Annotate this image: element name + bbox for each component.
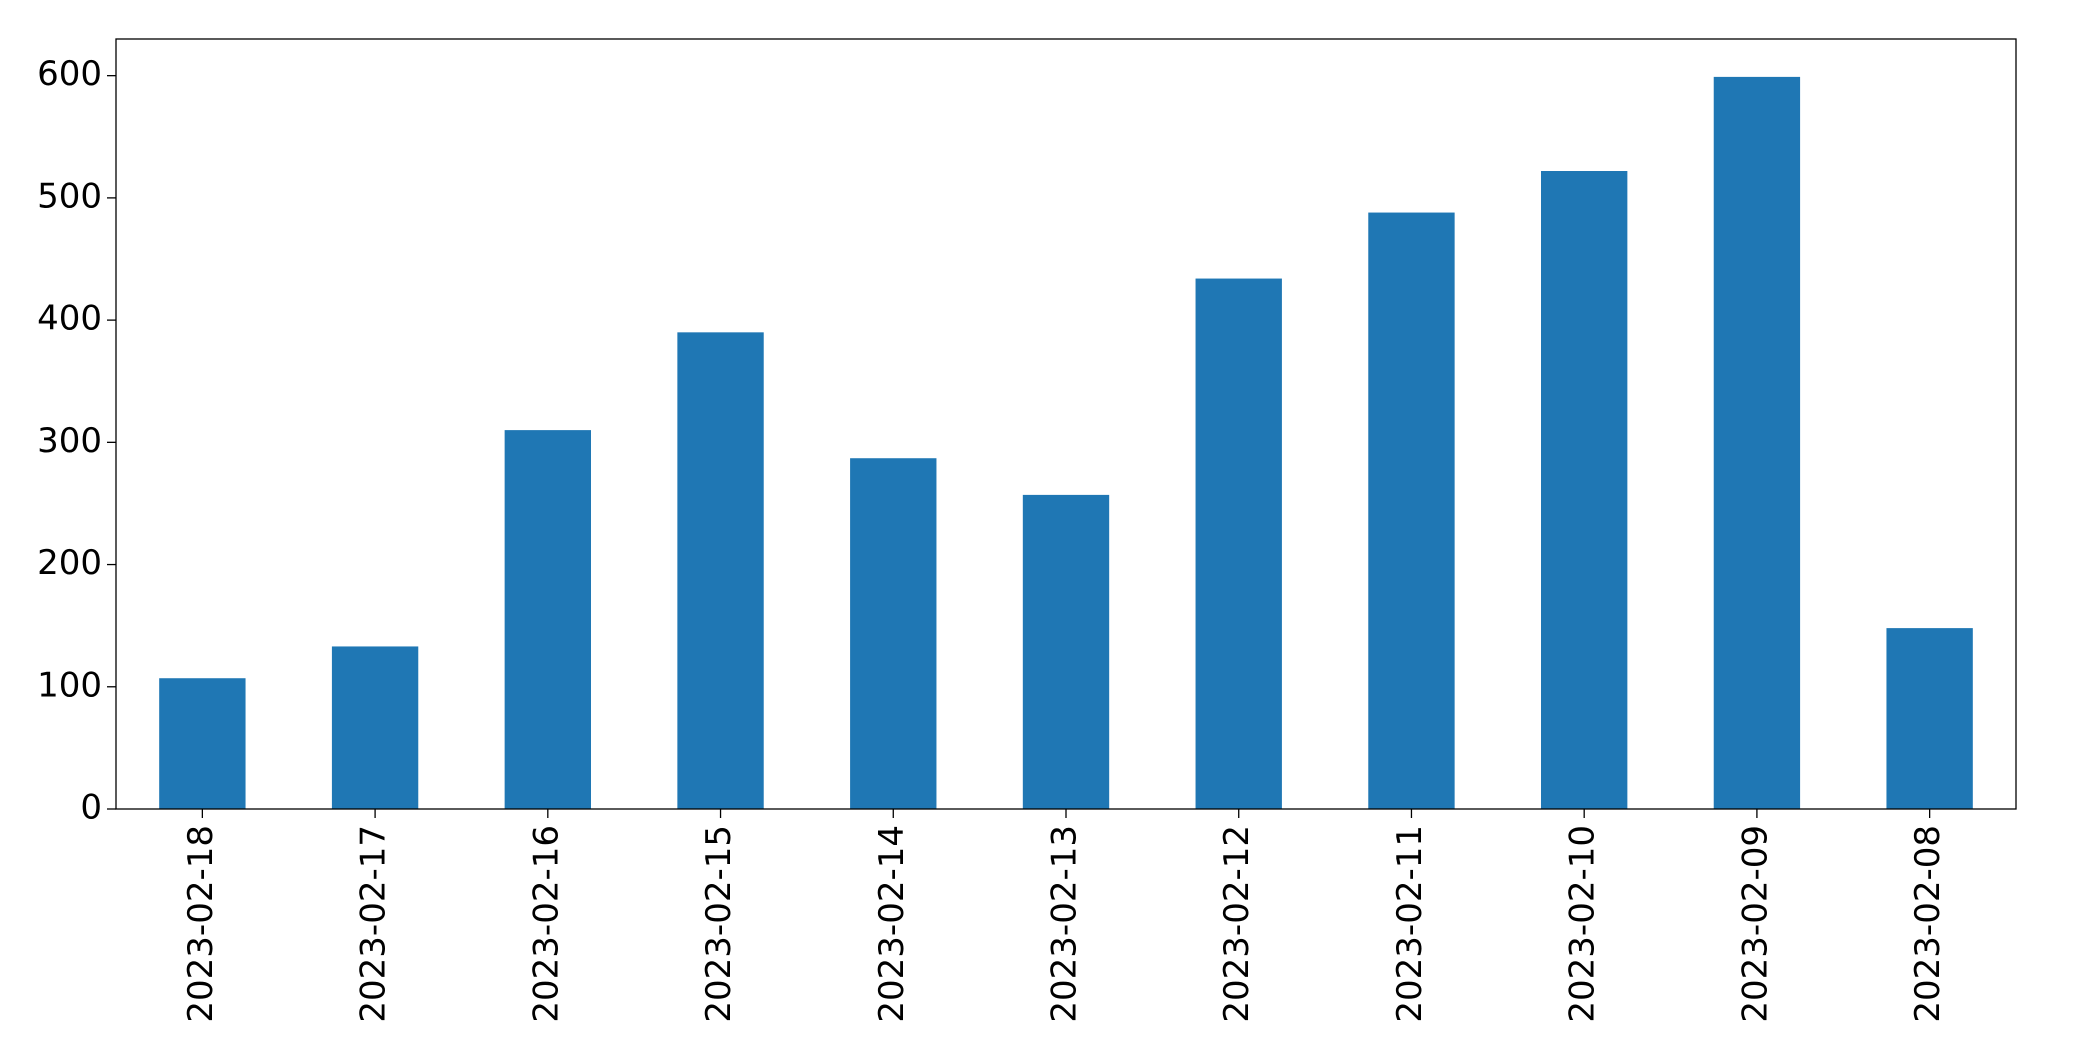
y-tick-label: 0	[80, 788, 102, 828]
y-tick-label: 200	[37, 543, 102, 583]
x-tick-label: 2023-02-15	[699, 825, 739, 1023]
x-tick-label: 2023-02-12	[1217, 825, 1257, 1023]
bar	[677, 332, 764, 809]
bar	[1022, 494, 1110, 809]
bar	[331, 646, 419, 809]
bar	[1713, 76, 1801, 809]
bar	[850, 458, 937, 809]
x-tick-label: 2023-02-10	[1563, 825, 1603, 1023]
x-tick-label: 2023-02-08	[1908, 825, 1948, 1023]
x-tick-label: 2023-02-14	[872, 825, 912, 1023]
x-tick-label: 2023-02-17	[354, 825, 394, 1023]
bar	[1886, 628, 1973, 809]
y-tick-label: 400	[37, 299, 102, 339]
x-tick-label: 2023-02-11	[1390, 825, 1430, 1023]
bar	[504, 430, 591, 809]
x-tick-label: 2023-02-09	[1735, 825, 1775, 1023]
x-tick-label: 2023-02-18	[181, 825, 221, 1023]
y-tick-label: 500	[37, 176, 102, 216]
bar	[159, 678, 246, 809]
x-tick-label: 2023-02-16	[526, 825, 566, 1023]
y-tick-label: 100	[37, 665, 102, 705]
y-tick-label: 600	[37, 54, 102, 94]
y-tick-label: 300	[37, 421, 102, 461]
x-tick-label: 2023-02-13	[1045, 825, 1085, 1023]
bar	[1195, 278, 1282, 809]
plot-frame	[115, 38, 2017, 810]
bar	[1541, 171, 1628, 809]
bar	[1368, 212, 1455, 810]
